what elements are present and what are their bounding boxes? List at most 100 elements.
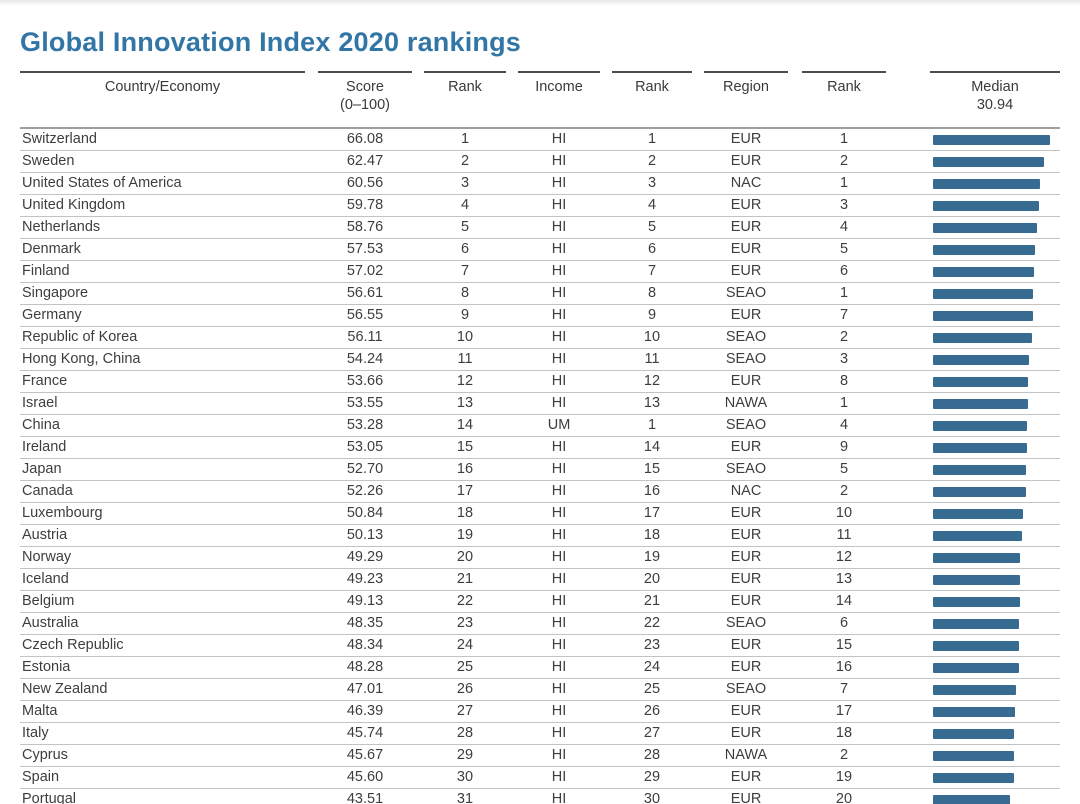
income-rank-cell: 21 — [643, 593, 661, 609]
median-bar-cell — [930, 552, 1060, 563]
rank-cell: 5 — [460, 219, 470, 235]
income-cell: HI — [551, 615, 567, 631]
table-row: Finland 57.02 7 HI 7 EUR 6 — [20, 261, 1060, 283]
table-row: Portugal 43.51 31 HI 30 EUR 20 — [20, 789, 1060, 804]
region-rank-cell: 2 — [839, 329, 849, 345]
income-rank-cell: 5 — [647, 219, 657, 235]
median-bar-cell — [930, 288, 1060, 299]
region-rank-cell: 9 — [839, 439, 849, 455]
income-cell: HI — [551, 527, 567, 543]
country-cell: Ireland — [22, 439, 67, 455]
table-row: Austria 50.13 19 HI 18 EUR 11 — [20, 525, 1060, 547]
income-cell: HI — [551, 285, 567, 301]
income-cell: HI — [551, 307, 567, 323]
rank-cell: 19 — [456, 527, 474, 543]
income-rank-cell: 24 — [643, 659, 661, 675]
income-rank-cell: 1 — [647, 417, 657, 433]
score-bar — [933, 333, 1033, 343]
rank-cell: 25 — [456, 659, 474, 675]
score-bar — [933, 751, 1014, 761]
rank-cell: 30 — [456, 769, 474, 785]
score-cell: 45.60 — [346, 769, 384, 785]
table-row: United Kingdom 59.78 4 HI 4 EUR 3 — [20, 195, 1060, 217]
country-cell: Luxembourg — [22, 505, 103, 521]
table-row: Sweden 62.47 2 HI 2 EUR 2 — [20, 151, 1060, 173]
region-rank-cell: 15 — [835, 637, 853, 653]
median-bar-cell — [930, 508, 1060, 519]
region-cell: SEAO — [725, 351, 767, 367]
income-rank-cell: 9 — [647, 307, 657, 323]
region-cell: SEAO — [725, 285, 767, 301]
rank-cell: 17 — [456, 483, 474, 499]
rank-cell: 28 — [456, 725, 474, 741]
region-rank-cell: 1 — [839, 395, 849, 411]
region-rank-cell: 13 — [835, 571, 853, 587]
score-bar — [933, 597, 1020, 607]
region-cell: SEAO — [725, 417, 767, 433]
score-cell: 45.74 — [346, 725, 384, 741]
header-label: Rank — [635, 79, 669, 95]
score-cell: 50.84 — [346, 505, 384, 521]
income-rank-cell: 17 — [643, 505, 661, 521]
score-cell: 43.51 — [346, 791, 384, 804]
region-rank-cell: 12 — [835, 549, 853, 565]
score-bar — [933, 223, 1037, 233]
country-cell: Italy — [22, 725, 49, 741]
region-cell: EUR — [730, 791, 762, 804]
table-row: Iceland 49.23 21 HI 20 EUR 13 — [20, 569, 1060, 591]
income-rank-cell: 16 — [643, 483, 661, 499]
score-bar — [933, 443, 1027, 453]
region-cell: SEAO — [725, 615, 767, 631]
country-cell: New Zealand — [22, 681, 108, 697]
region-cell: NAWA — [724, 747, 768, 763]
income-cell: HI — [551, 329, 567, 345]
table-row: Canada 52.26 17 HI 16 NAC 2 — [20, 481, 1060, 503]
table-row: Australia 48.35 23 HI 22 SEAO 6 — [20, 613, 1060, 635]
median-bar-cell — [930, 530, 1060, 541]
rank-cell: 4 — [460, 197, 470, 213]
score-cell: 48.28 — [346, 659, 384, 675]
country-cell: Malta — [22, 703, 58, 719]
table-row: Luxembourg 50.84 18 HI 17 EUR 10 — [20, 503, 1060, 525]
income-rank-cell: 19 — [643, 549, 661, 565]
region-rank-cell: 6 — [839, 263, 849, 279]
country-cell: Germany — [22, 307, 82, 323]
income-cell: UM — [547, 417, 571, 433]
header-sublabel: (0–100) — [340, 97, 390, 113]
table-header-row: Country/Economy Score (0–100) Rank Incom… — [20, 71, 1060, 114]
table-row: France 53.66 12 HI 12 EUR 8 — [20, 371, 1060, 393]
rank-cell: 11 — [457, 351, 473, 367]
income-rank-cell: 6 — [647, 241, 657, 257]
region-cell: SEAO — [725, 681, 767, 697]
header-cell: Country/Economy — [20, 71, 305, 114]
region-rank-cell: 8 — [839, 373, 849, 389]
rank-cell: 9 — [460, 307, 470, 323]
median-bar-cell — [930, 222, 1060, 233]
rank-cell: 14 — [456, 417, 474, 433]
country-cell: Norway — [22, 549, 72, 565]
score-cell: 56.61 — [346, 285, 384, 301]
header-label: Region — [723, 79, 769, 95]
score-cell: 56.11 — [347, 329, 383, 345]
median-bar-cell — [930, 244, 1060, 255]
income-cell: HI — [551, 131, 567, 147]
region-rank-cell: 7 — [839, 681, 849, 697]
table-row: Norway 49.29 20 HI 19 EUR 12 — [20, 547, 1060, 569]
income-rank-cell: 22 — [643, 615, 661, 631]
income-rank-cell: 11 — [644, 351, 660, 367]
country-cell: Finland — [22, 263, 70, 279]
score-cell: 49.13 — [346, 593, 384, 609]
score-bar — [933, 575, 1021, 585]
header-cell: Score (0–100) — [318, 71, 412, 114]
median-bar-cell — [930, 376, 1060, 387]
income-rank-cell: 20 — [643, 571, 661, 587]
rank-cell: 23 — [456, 615, 474, 631]
rank-cell: 7 — [460, 263, 470, 279]
median-bar-cell — [930, 354, 1060, 365]
rank-cell: 12 — [456, 373, 474, 389]
rank-cell: 31 — [456, 791, 474, 804]
header-cell: Median 30.94 — [930, 71, 1060, 114]
median-bar-cell — [930, 420, 1060, 431]
table-row: Republic of Korea 56.11 10 HI 10 SEAO 2 — [20, 327, 1060, 349]
rank-cell: 26 — [456, 681, 474, 697]
